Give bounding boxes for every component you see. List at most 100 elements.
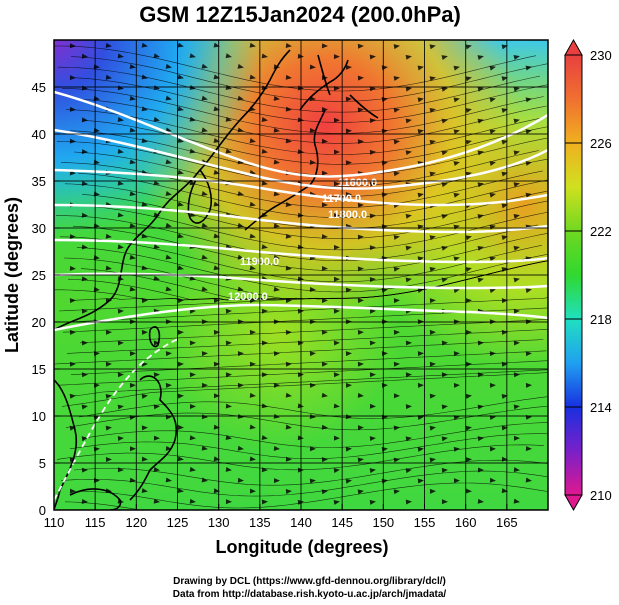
wind-arrow [405,404,412,410]
x-tick-label: 125 [167,515,189,530]
streamline [57,66,540,113]
wind-arrow [321,234,328,240]
streamline [64,183,547,229]
wind-arrow [345,287,352,293]
wind-arrow [237,127,244,133]
x-tick-label: 115 [85,515,106,530]
wind-arrow [405,468,412,474]
wind-arrow [393,361,400,367]
wind-arrow [513,467,520,473]
streamline [78,396,548,419]
wind-arrow [369,468,376,474]
wind-arrow [285,106,292,112]
wind-arrow [117,117,124,122]
wind-arrow [357,75,364,81]
wind-arrow [201,63,208,69]
wind-arrow [393,266,400,272]
wind-arrow [153,340,160,346]
wind-arrow [405,150,412,156]
x-tick-label: 135 [249,515,271,530]
wind-arrow [321,457,328,463]
wind-arrow [333,117,340,123]
wind-arrow [249,265,256,271]
x-tick-label: 150 [372,515,394,530]
wind-arrow [345,478,352,484]
wind-arrow [369,149,376,155]
wind-arrow [333,467,340,473]
wind-arrow [369,436,376,442]
wind-arrow [477,214,484,219]
wind-arrow [429,171,436,177]
wind-arrow [513,182,520,188]
wind-arrow [465,139,472,145]
wind-arrow [189,212,196,218]
wind-arrow [489,382,496,388]
wind-arrow [117,85,124,91]
wind-arrow [357,234,364,240]
wind-arrow [333,499,340,505]
wind-arrow [189,403,196,409]
wind-arrow [369,118,376,124]
streamline [72,225,548,272]
wind-arrow [429,298,436,304]
geopotential-contours [54,90,548,332]
streamline [78,98,547,144]
wind-arrow [165,382,172,388]
wind-arrow [285,233,292,239]
y-tick-label: 45 [32,80,46,95]
wind-arrow [477,404,484,410]
wind-arrow [393,139,400,145]
wind-arrow [321,138,328,144]
wind-arrow [285,456,292,462]
wind-arrow [165,254,172,260]
wind-arrow [189,372,196,378]
wind-arrow [153,212,160,218]
wind-arrow [117,244,124,250]
wind-arrow [189,148,196,154]
wind-arrow [525,192,532,198]
wind-arrow [417,97,424,103]
wind-arrow [333,149,340,155]
wind-arrow [273,382,280,388]
wind-arrow [333,403,340,409]
wind-arrow [393,298,400,304]
wind-arrow [465,393,472,399]
wind-arrow [525,129,532,135]
colorbar-tick-label: 222 [590,224,612,239]
wind-arrow [525,351,532,357]
wind-arrow [105,233,112,239]
wind-arrow [333,276,340,282]
wind-arrow [453,161,460,166]
wind-arrow [393,329,400,335]
wind-arrow [129,95,136,101]
wind-arrow [453,97,460,103]
wind-arrow [237,95,244,101]
wind-arrow [345,382,352,388]
wind-arrow [345,96,352,102]
streamline [76,247,548,293]
wind-arrow [213,361,220,367]
wind-arrow [153,466,160,472]
wind-arrow [189,116,196,122]
wind-arrow [429,393,436,399]
wind-arrow [237,63,244,69]
colorbar-top-arrow [564,38,583,56]
x-tick-label: 145 [331,515,353,530]
x-tick-label: 130 [208,515,230,530]
wind-arrow [405,436,412,442]
wind-arrow [165,191,172,196]
wind-arrow [309,128,316,134]
wind-arrow [165,351,172,357]
y-tick-label: 40 [32,127,46,142]
wind-arrow [441,277,448,283]
wind-arrow [393,425,400,431]
streamline [54,339,544,365]
wind-arrow [321,489,328,495]
wind-arrow [357,425,364,431]
wind-arrow [345,64,352,70]
wind-arrow [237,382,244,388]
wind-arrow [201,351,208,357]
wind-arrow [285,361,292,367]
wind-arrow [189,275,196,281]
wind-arrow [177,329,184,335]
